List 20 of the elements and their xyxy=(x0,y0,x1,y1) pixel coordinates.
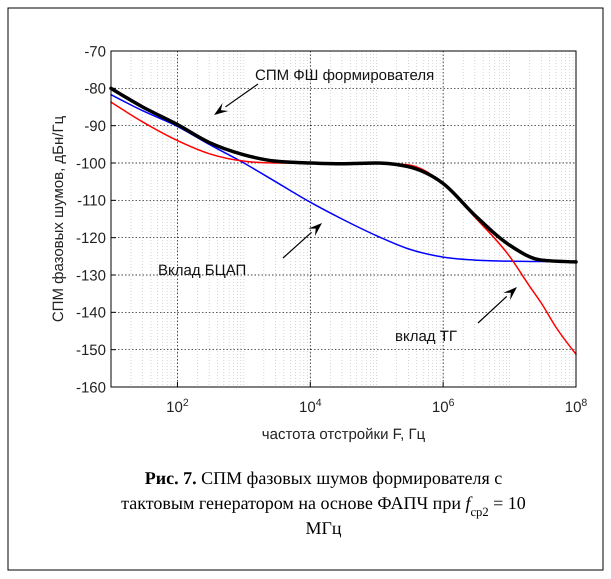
y-tick-label: -150 xyxy=(76,342,106,359)
y-tick-label: -90 xyxy=(84,118,106,135)
x-tick-label: 10$^{2}$ xyxy=(166,397,189,416)
y-tick-label: -130 xyxy=(76,267,106,284)
x-tick-label: 10$^{6}$ xyxy=(432,397,455,416)
x-tick-label: 10$^{8}$ xyxy=(564,397,588,416)
y-tick-label: -100 xyxy=(76,155,106,172)
annotation: вклад ТГ xyxy=(395,328,457,345)
y-tick-label: -70 xyxy=(84,43,106,60)
x-axis-title: частота отстройки F, Гц xyxy=(262,426,426,443)
y-tick-label: -140 xyxy=(76,304,106,322)
x-tick-label: 10$^{4}$ xyxy=(299,397,322,416)
y-axis-title: СПМ фазовых шумов, дБн/Гц xyxy=(50,115,67,322)
y-tick-label: -110 xyxy=(77,192,106,210)
annotation: Вклад БЦАП xyxy=(158,262,246,279)
text: Рис. 7. СПМ фазовых шумов формирователя с тактовым генератором на основе ФАПЧ при f$_{ср2}$ = 10 МГц xyxy=(121,468,526,538)
y-tick-label: -120 xyxy=(76,230,106,247)
y-tick-label: -80 xyxy=(84,80,106,98)
y-tick-label: -160 xyxy=(76,379,106,396)
annotation: СПМ ФШ формирователя xyxy=(255,67,434,84)
